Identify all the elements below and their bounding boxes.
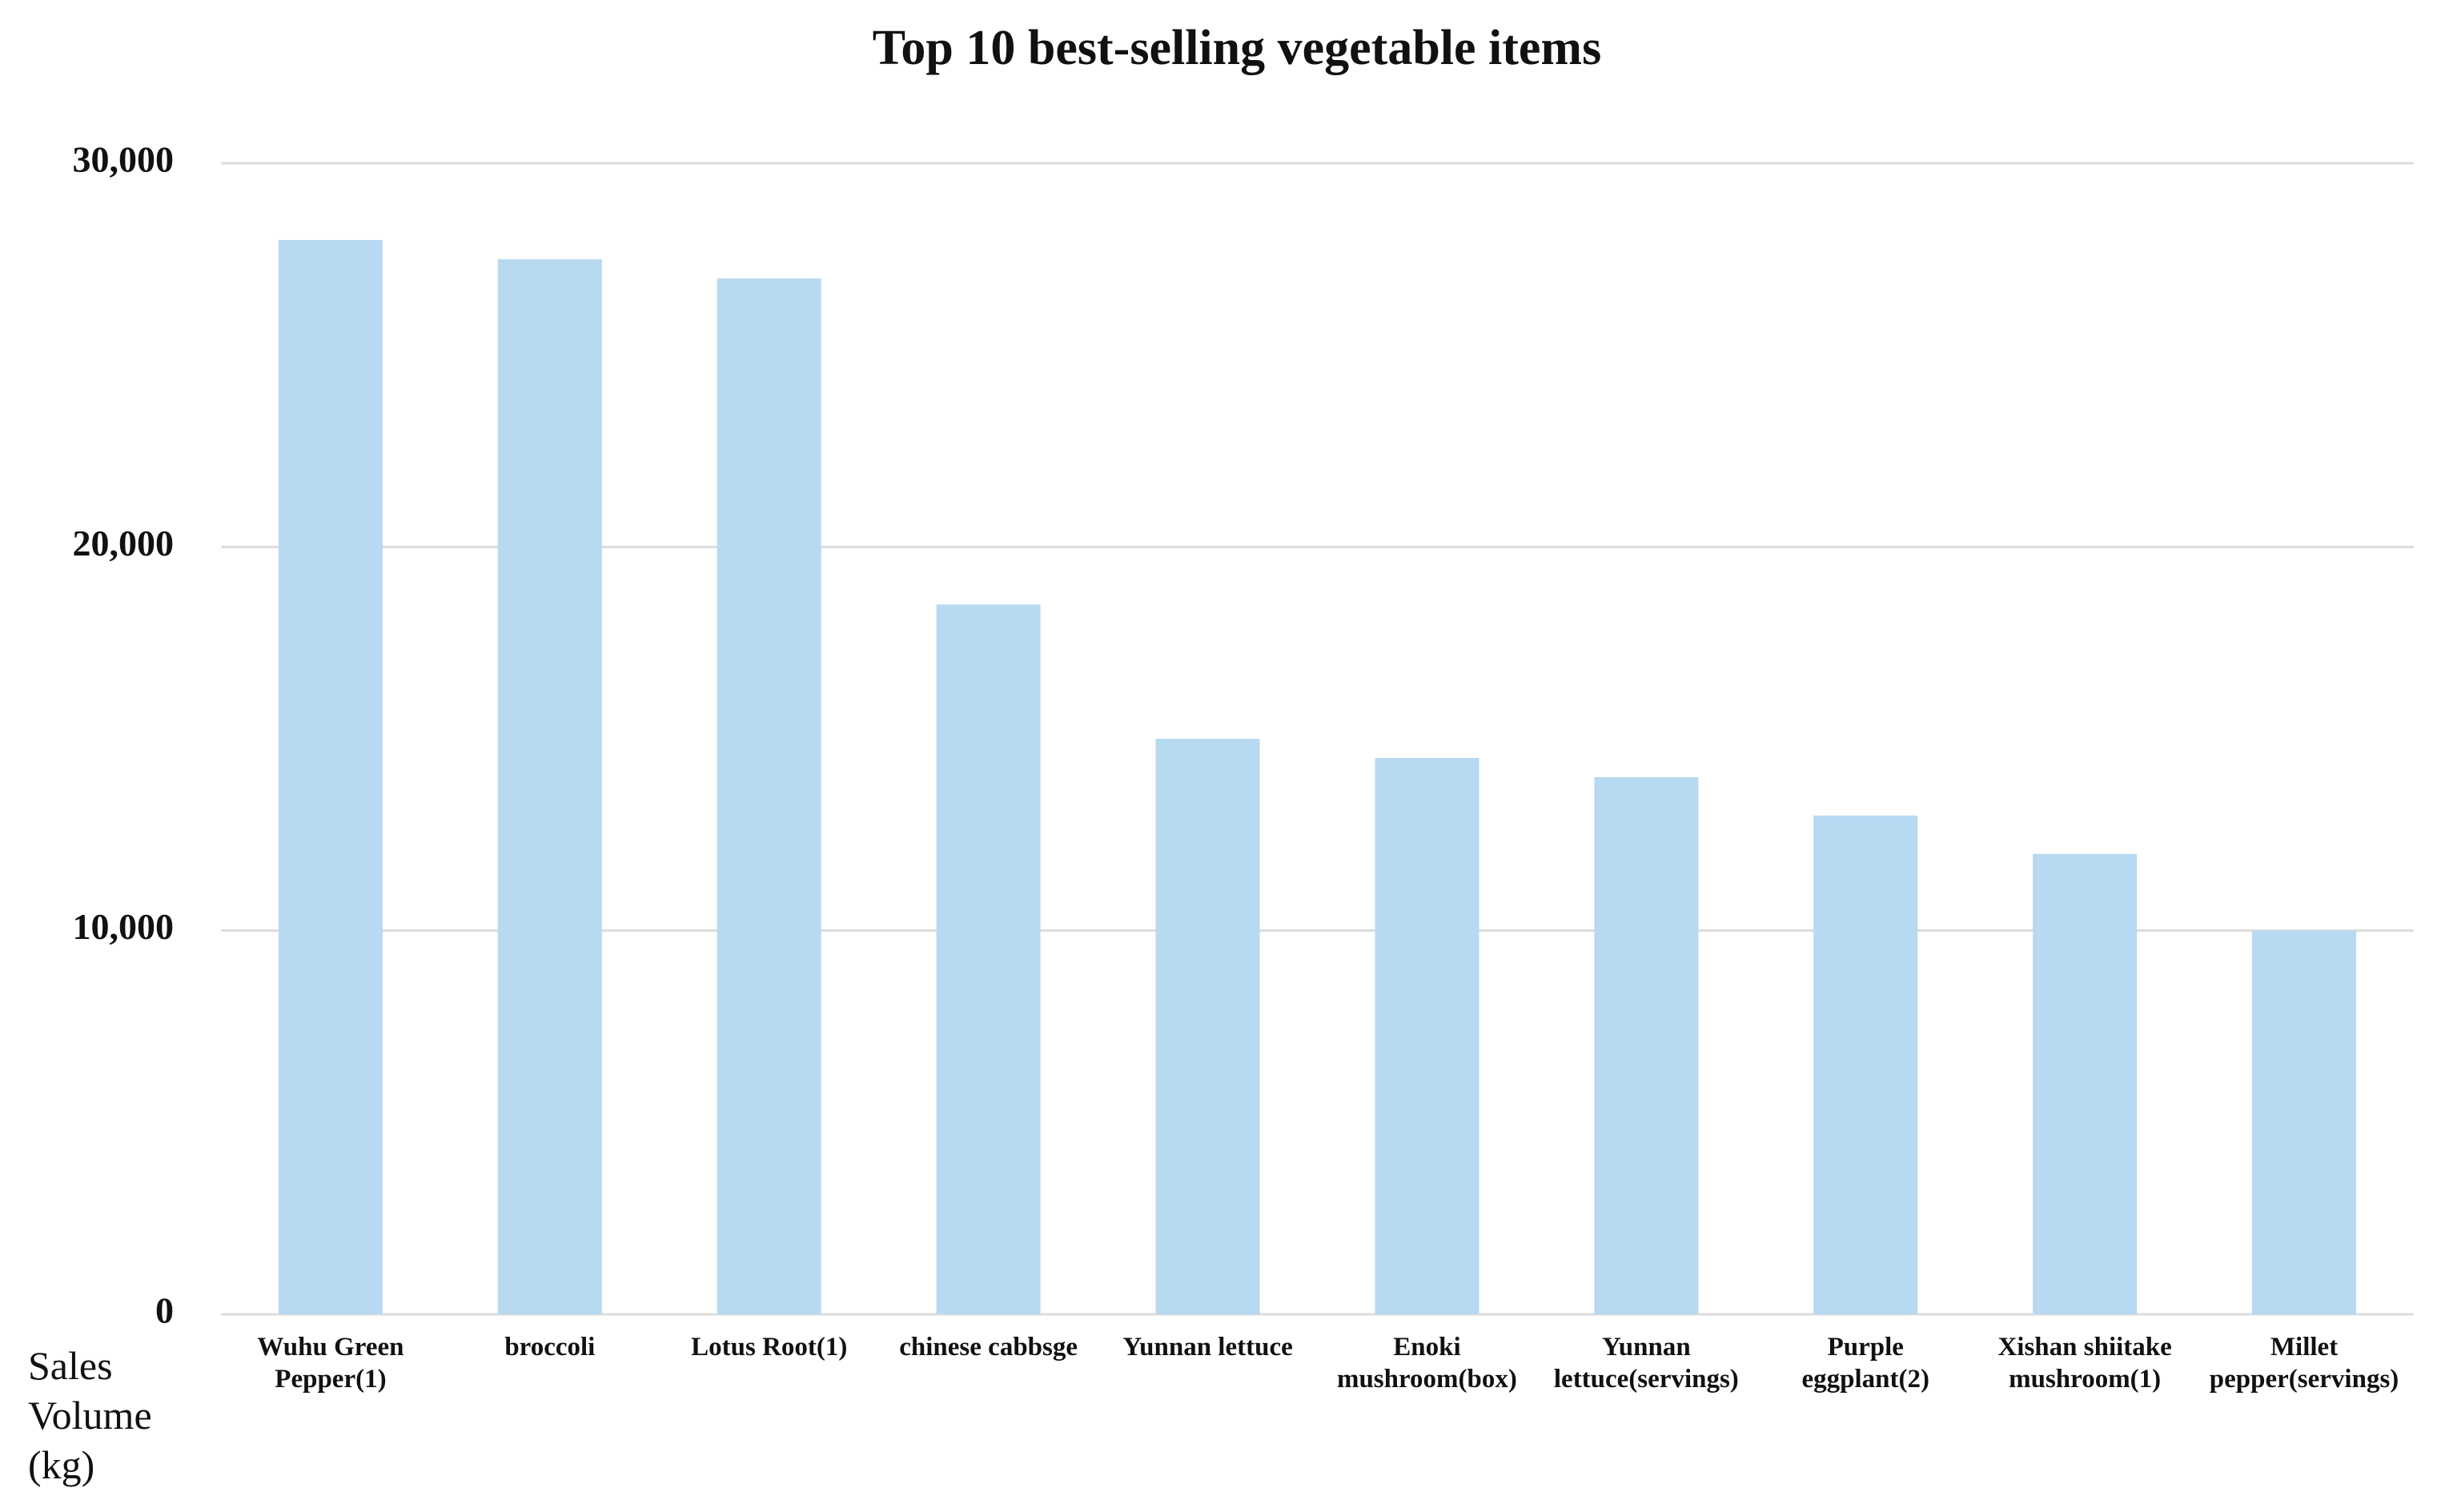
x-tick-label: Enoki mushroom(box)	[1336, 1333, 1517, 1394]
x-tick-label: Yunnan lettuce	[1122, 1333, 1293, 1362]
bar	[1375, 757, 1479, 1314]
bar	[936, 604, 1041, 1314]
y-axis-label: Sales Volume (kg)	[28, 1343, 152, 1487]
x-tick-label: Wuhu Green Pepper(1)	[257, 1333, 404, 1394]
bar	[2252, 930, 2357, 1314]
bar	[1155, 739, 1260, 1314]
y-tick-label: 10,000	[73, 906, 175, 947]
chart-title: Top 10 best-selling vegetable items	[873, 21, 1601, 75]
x-tick-label: Purple eggplant(2)	[1801, 1333, 1930, 1394]
x-tick-label: Millet pepper(servings)	[2209, 1333, 2399, 1394]
y-tick-label: 0	[155, 1290, 174, 1331]
bar	[717, 278, 821, 1314]
y-tick-label: 30,000	[73, 139, 175, 180]
x-tick-label: broccoli	[504, 1333, 596, 1362]
bar	[1594, 776, 1699, 1314]
y-tick-label: 20,000	[73, 523, 175, 563]
bar	[278, 239, 383, 1314]
x-tick-label: Xishan shiitake mushroom(1)	[1997, 1333, 2172, 1394]
bar	[2033, 853, 2138, 1314]
bar	[1813, 815, 1918, 1314]
bar	[497, 259, 602, 1314]
x-tick-label: Lotus Root(1)	[691, 1333, 848, 1362]
x-tick-label: chinese cabbsge	[899, 1333, 1078, 1362]
x-tick-label: Yunnan lettuce(servings)	[1553, 1333, 1739, 1394]
